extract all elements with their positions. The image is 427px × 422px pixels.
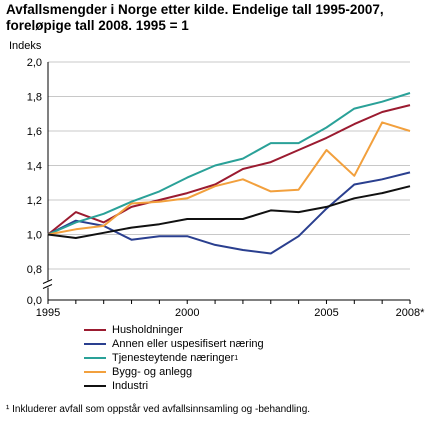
y-tick-label: 0,0 xyxy=(27,295,42,307)
axis-break-mark xyxy=(42,284,53,289)
legend-item: Annen eller uspesifisert næring xyxy=(84,337,264,351)
y-tick-label: 1,6 xyxy=(27,126,42,138)
y-tick-label: 1,2 xyxy=(27,195,42,207)
legend-label: Tjenesteytende næringer xyxy=(112,352,235,364)
axis-break-mark xyxy=(42,279,53,284)
legend-item: Husholdninger xyxy=(84,323,264,337)
title-line-1: Avfallsmengder i Norge etter kilde. Ende… xyxy=(6,2,384,17)
y-tick-label: 1,8 xyxy=(27,92,42,104)
x-tick-label: 2005 xyxy=(314,307,338,319)
legend-item: Tjenesteytende næringer 1 xyxy=(84,351,264,365)
grid-lines xyxy=(48,61,410,301)
series-lines xyxy=(47,92,411,255)
chart-title: Avfallsmengder i Norge etter kilde. Ende… xyxy=(6,2,421,34)
legend-label: Husholdninger xyxy=(112,324,183,336)
footnote: ¹ Inkluderer avfall som oppstår ved avfa… xyxy=(6,404,311,415)
legend-swatch xyxy=(84,343,106,345)
legend-label: Bygg- og anlegg xyxy=(112,366,193,378)
x-tick-label: 2008* xyxy=(396,307,425,319)
series-line-annen-eller-uspesifisert-næring xyxy=(47,171,411,255)
y-axis-label: Indeks xyxy=(9,40,42,52)
x-tick-label: 1995 xyxy=(36,307,60,319)
axes: 0,0 0,8 1,0 1,2 1,4 1,6 1,8 2,0 1995 2000 2005 2008… xyxy=(27,57,425,319)
legend-label: Annen eller uspesifisert næring xyxy=(112,338,264,350)
y-tick-label: 1,4 xyxy=(27,161,42,173)
y-tick-label: 1,0 xyxy=(27,230,42,242)
title-line-2: foreløpige tall 2008. 1995 = 1 xyxy=(6,18,189,33)
series-line-bygg-og-anlegg xyxy=(47,121,411,236)
x-tick-label: 2000 xyxy=(175,307,199,319)
series-line-husholdninger xyxy=(47,104,411,236)
axis-break-gap xyxy=(43,280,53,288)
legend-item: Bygg- og anlegg xyxy=(84,365,264,379)
legend-swatch xyxy=(84,329,106,331)
y-tick-label: 2,0 xyxy=(27,57,42,69)
y-tick-label: 0,8 xyxy=(27,264,42,276)
legend-footnote-marker: 1 xyxy=(234,354,239,362)
legend-swatch xyxy=(84,371,106,373)
legend-item: Industri xyxy=(84,379,264,393)
legend-swatch xyxy=(84,385,106,387)
legend-swatch xyxy=(84,357,106,359)
legend-label: Industri xyxy=(112,380,149,392)
legend: Husholdninger Annen eller uspesifisert næ… xyxy=(84,323,264,393)
series-line-industri xyxy=(47,185,411,239)
series-line-tjenesteytende-næringer xyxy=(47,92,411,236)
